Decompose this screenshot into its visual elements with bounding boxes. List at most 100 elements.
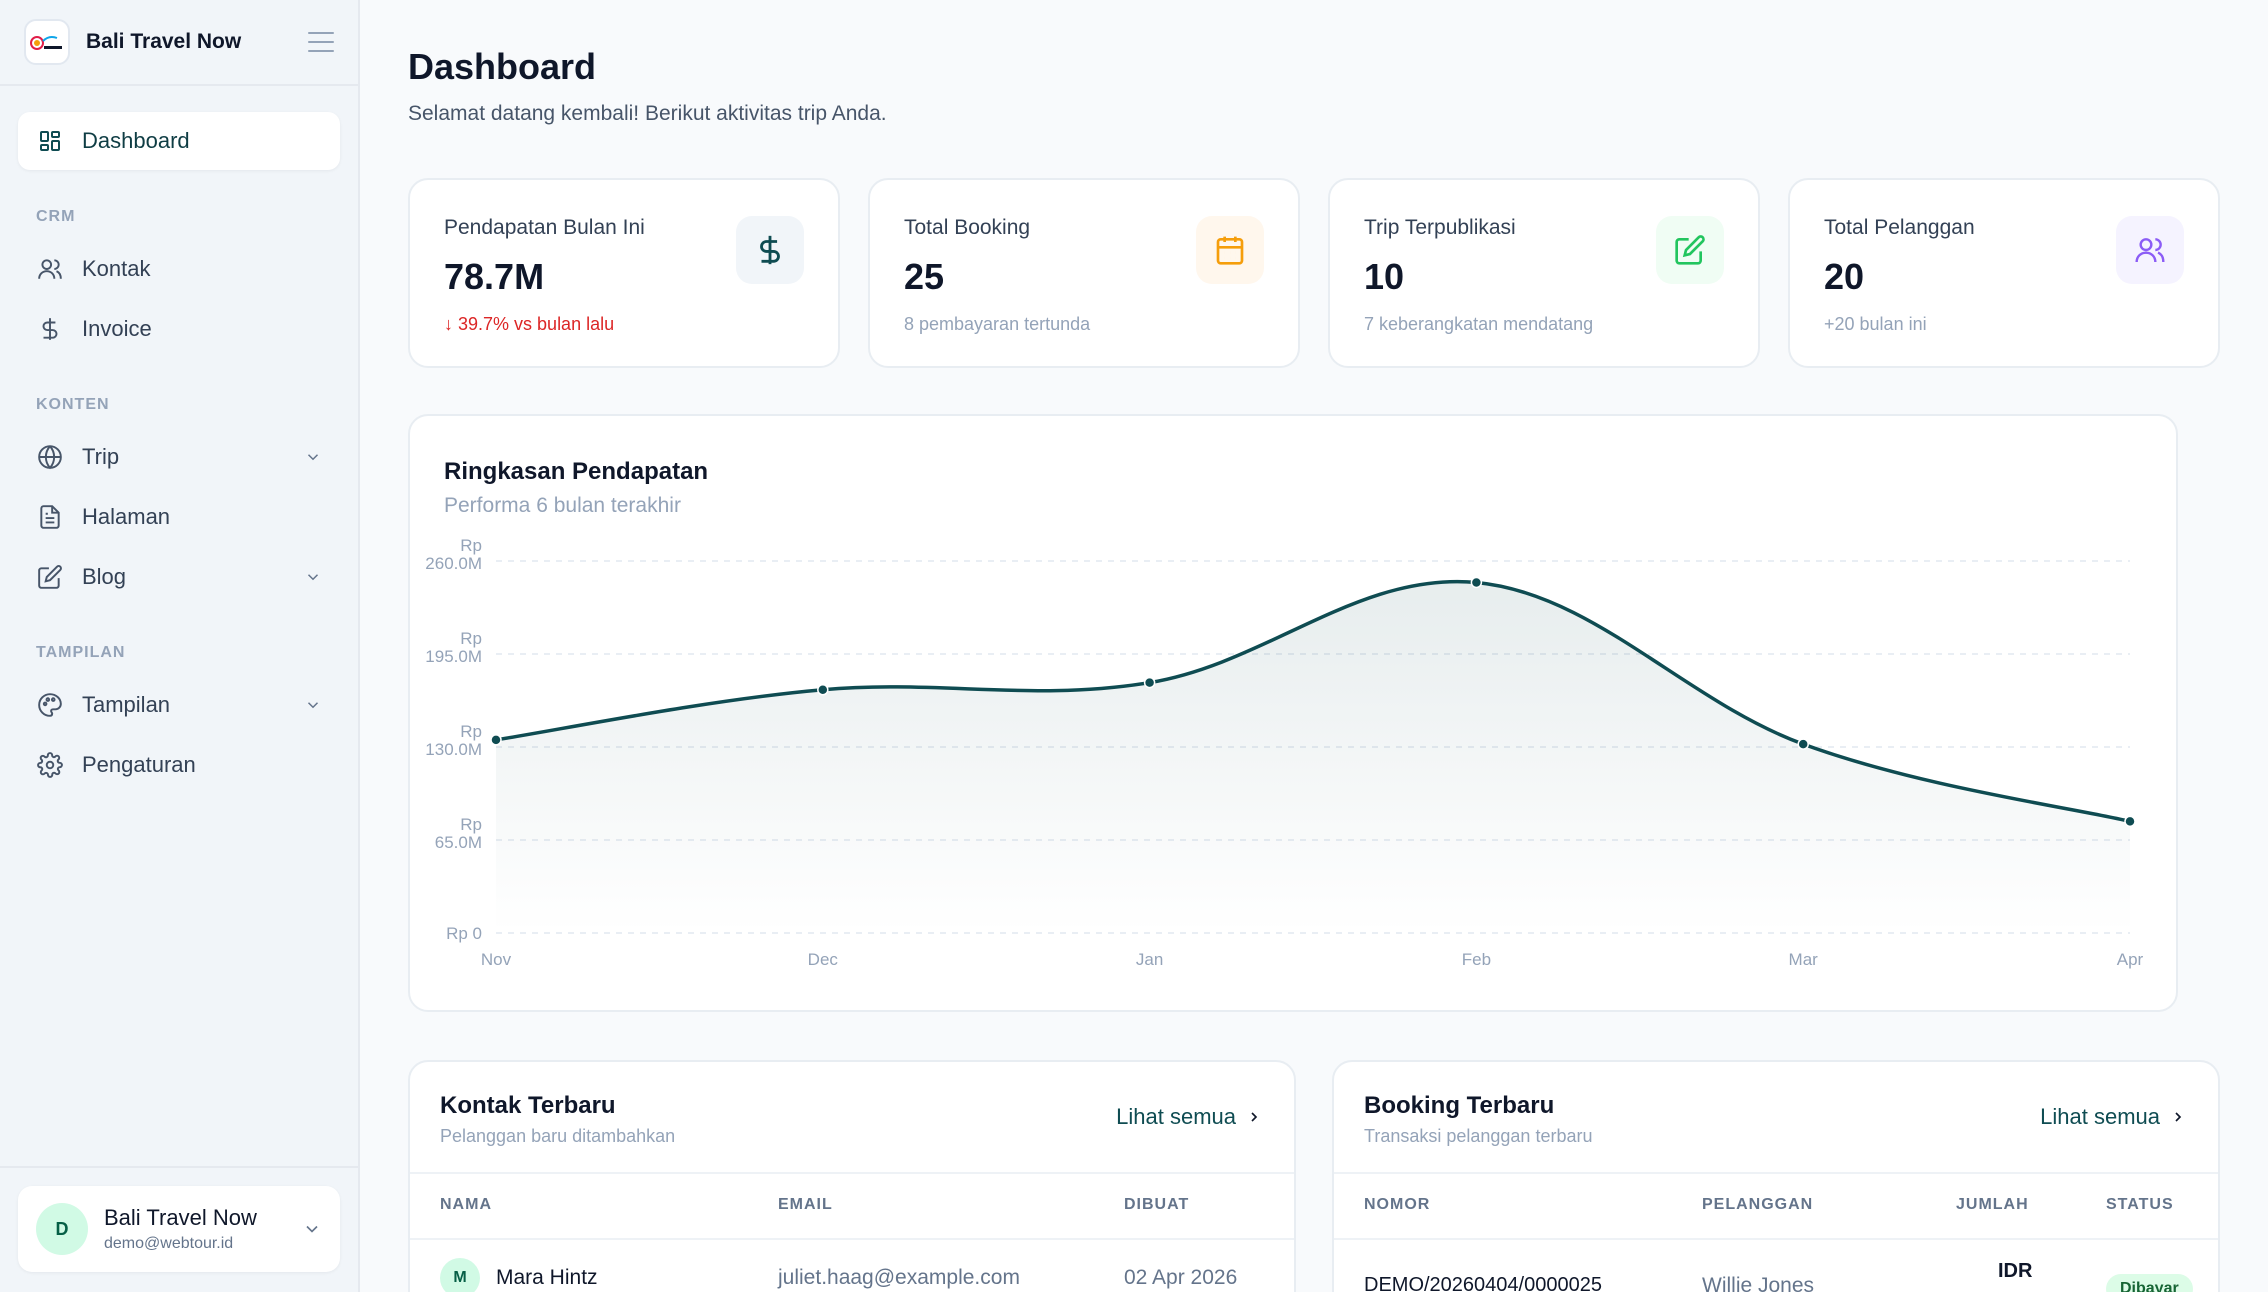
- data-point: [2124, 815, 2136, 828]
- stat-note: 8 pembayaran tertunda: [904, 314, 1091, 334]
- main-content: Dashboard Selamat datang kembali! Beriku…: [362, 0, 2268, 1292]
- section-label-crm: CRM: [36, 208, 76, 225]
- stat-card-revenue: Pendapatan Bulan Ini 78.7M ↓ 39.7% vs bu…: [408, 178, 840, 368]
- data-point: [1797, 738, 1809, 750]
- sidebar-item-halaman[interactable]: Halaman: [18, 488, 340, 546]
- y-tick-label: Rp: [460, 629, 482, 648]
- divider: [410, 1238, 1294, 1240]
- stat-card-booking: Total Booking 25 8 pembayaran tertunda: [868, 178, 1300, 368]
- x-tick-label: Nov: [481, 950, 512, 969]
- sidebar-item-tampilan[interactable]: Tampilan: [18, 676, 340, 734]
- sidebar-item-label: Pengaturan: [82, 752, 196, 777]
- sidebar-item-label: Halaman: [82, 504, 171, 529]
- stat-value: 20: [1824, 256, 1865, 297]
- grid-icon: [36, 127, 64, 155]
- card-title: Kontak Terbaru: [440, 1092, 616, 1119]
- stat-note: ↓ 39.7% vs bulan lalu: [444, 314, 615, 334]
- divider: [1334, 1238, 2218, 1240]
- sidebar-item-kontak[interactable]: Kontak: [18, 240, 340, 298]
- column-header-email: EMAIL: [778, 1196, 833, 1213]
- x-tick-label: Feb: [1462, 950, 1491, 969]
- avatar: M: [440, 1258, 480, 1292]
- x-tick-label: Apr: [2117, 950, 2144, 969]
- sidebar-item-trip[interactable]: Trip: [18, 428, 340, 486]
- y-tick-label: 195.0M: [425, 647, 482, 666]
- see-all-contacts-link[interactable]: Lihat semua: [1116, 1104, 1262, 1130]
- y-tick-label: 65.0M: [435, 833, 482, 852]
- see-all-label: Lihat semua: [1116, 1104, 1236, 1129]
- card-subtitle: Transaksi pelanggan terbaru: [1364, 1126, 1593, 1146]
- stat-value: 25: [904, 256, 945, 297]
- stat-label: Trip Terpublikasi: [1364, 216, 1516, 239]
- chevron-right-icon: [2175, 1112, 2182, 1122]
- chevron-down-icon[interactable]: [304, 696, 322, 714]
- menu-toggle-icon[interactable]: [308, 32, 334, 52]
- column-header-number: NOMOR: [1364, 1196, 1431, 1213]
- globe-icon: [36, 443, 64, 471]
- section-label-konten: KONTEN: [36, 396, 110, 413]
- stat-value: 10: [1364, 256, 1405, 297]
- y-tick-label: 260.0M: [425, 554, 482, 573]
- user-menu[interactable]: D Bali Travel Now demo@webtour.id: [18, 1186, 340, 1272]
- edit-icon: [36, 563, 64, 591]
- chart-subtitle: Performa 6 bulan terakhir: [444, 494, 681, 517]
- dollar-icon: [36, 315, 64, 343]
- calendar-icon: [1196, 216, 1264, 284]
- booking-number[interactable]: DEMO/20260404/0000025: [1364, 1274, 1602, 1292]
- sidebar-item-blog[interactable]: Blog: [18, 548, 340, 606]
- stat-label: Total Pelanggan: [1824, 216, 1975, 239]
- sidebar-nav: Dashboard CRM Kontak Invoice KONTEN Trip: [0, 86, 358, 794]
- sidebar-item-label: Tampilan: [82, 692, 171, 717]
- stat-label: Pendapatan Bulan Ini: [444, 216, 645, 239]
- status-badge: Dibayar: [2106, 1274, 2193, 1292]
- see-all-label: Lihat semua: [2040, 1104, 2160, 1129]
- sidebar-item-label: Trip: [82, 444, 120, 469]
- contact-name[interactable]: Mara Hintz: [496, 1266, 598, 1289]
- column-header-status: STATUS: [2106, 1196, 2174, 1213]
- chart-title: Ringkasan Pendapatan: [444, 458, 709, 485]
- sidebar-item-label: Kontak: [82, 256, 151, 281]
- y-tick-label: 130.0M: [425, 740, 482, 759]
- brand-logo[interactable]: [24, 19, 70, 65]
- stat-card-trips: Trip Terpublikasi 10 7 keberangkatan men…: [1328, 178, 1760, 368]
- contact-email: juliet.haag@example.com: [778, 1266, 1020, 1289]
- y-tick-label: Rp: [460, 536, 482, 555]
- data-point: [1470, 576, 1483, 589]
- users-icon: [36, 255, 64, 283]
- stat-value: 78.7M: [444, 256, 545, 297]
- y-tick-label: Rp: [460, 815, 482, 834]
- page-title: Dashboard: [408, 46, 597, 87]
- file-icon: [36, 503, 64, 531]
- sidebar-item-invoice[interactable]: Invoice: [18, 300, 340, 358]
- column-header-created: DIBUAT: [1124, 1196, 1190, 1213]
- user-info: Bali Travel Now demo@webtour.id: [104, 1205, 257, 1253]
- sidebar-item-label: Dashboard: [82, 128, 190, 153]
- recent-bookings-card: Booking Terbaru Transaksi pelanggan terb…: [1332, 1060, 2220, 1292]
- chevron-down-icon[interactable]: [302, 1219, 322, 1239]
- sidebar-item-dashboard[interactable]: Dashboard: [18, 112, 340, 170]
- card-subtitle: Pelanggan baru ditambahkan: [440, 1126, 676, 1146]
- x-tick-label: Dec: [808, 950, 839, 969]
- x-tick-label: Mar: [1789, 950, 1819, 969]
- chevron-right-icon: [1251, 1112, 1258, 1122]
- brand-name: Bali Travel Now: [86, 30, 242, 53]
- brand-header: Bali Travel Now: [0, 0, 358, 86]
- x-tick-label: Jan: [1136, 950, 1163, 969]
- users-icon: [2116, 216, 2184, 284]
- recent-contacts-card: Kontak Terbaru Pelanggan baru ditambahka…: [408, 1060, 1296, 1292]
- column-header-customer: PELANGGAN: [1702, 1196, 1814, 1213]
- column-header-name: NAMA: [440, 1196, 492, 1213]
- divider: [1334, 1172, 2218, 1174]
- revenue-chart-card: Ringkasan Pendapatan Performa 6 bulan te…: [408, 414, 2178, 1012]
- sidebar-item-pengaturan[interactable]: Pengaturan: [18, 736, 340, 794]
- chevron-down-icon[interactable]: [304, 448, 322, 466]
- stat-label: Total Booking: [904, 216, 1031, 239]
- sidebar-item-label: Blog: [82, 564, 127, 589]
- gear-icon: [36, 751, 64, 779]
- chevron-down-icon[interactable]: [304, 568, 322, 586]
- see-all-bookings-link[interactable]: Lihat semua: [2040, 1104, 2186, 1130]
- section-label-tampilan: TAMPILAN: [36, 644, 126, 661]
- series-area: [496, 581, 2130, 933]
- palette-icon: [36, 691, 64, 719]
